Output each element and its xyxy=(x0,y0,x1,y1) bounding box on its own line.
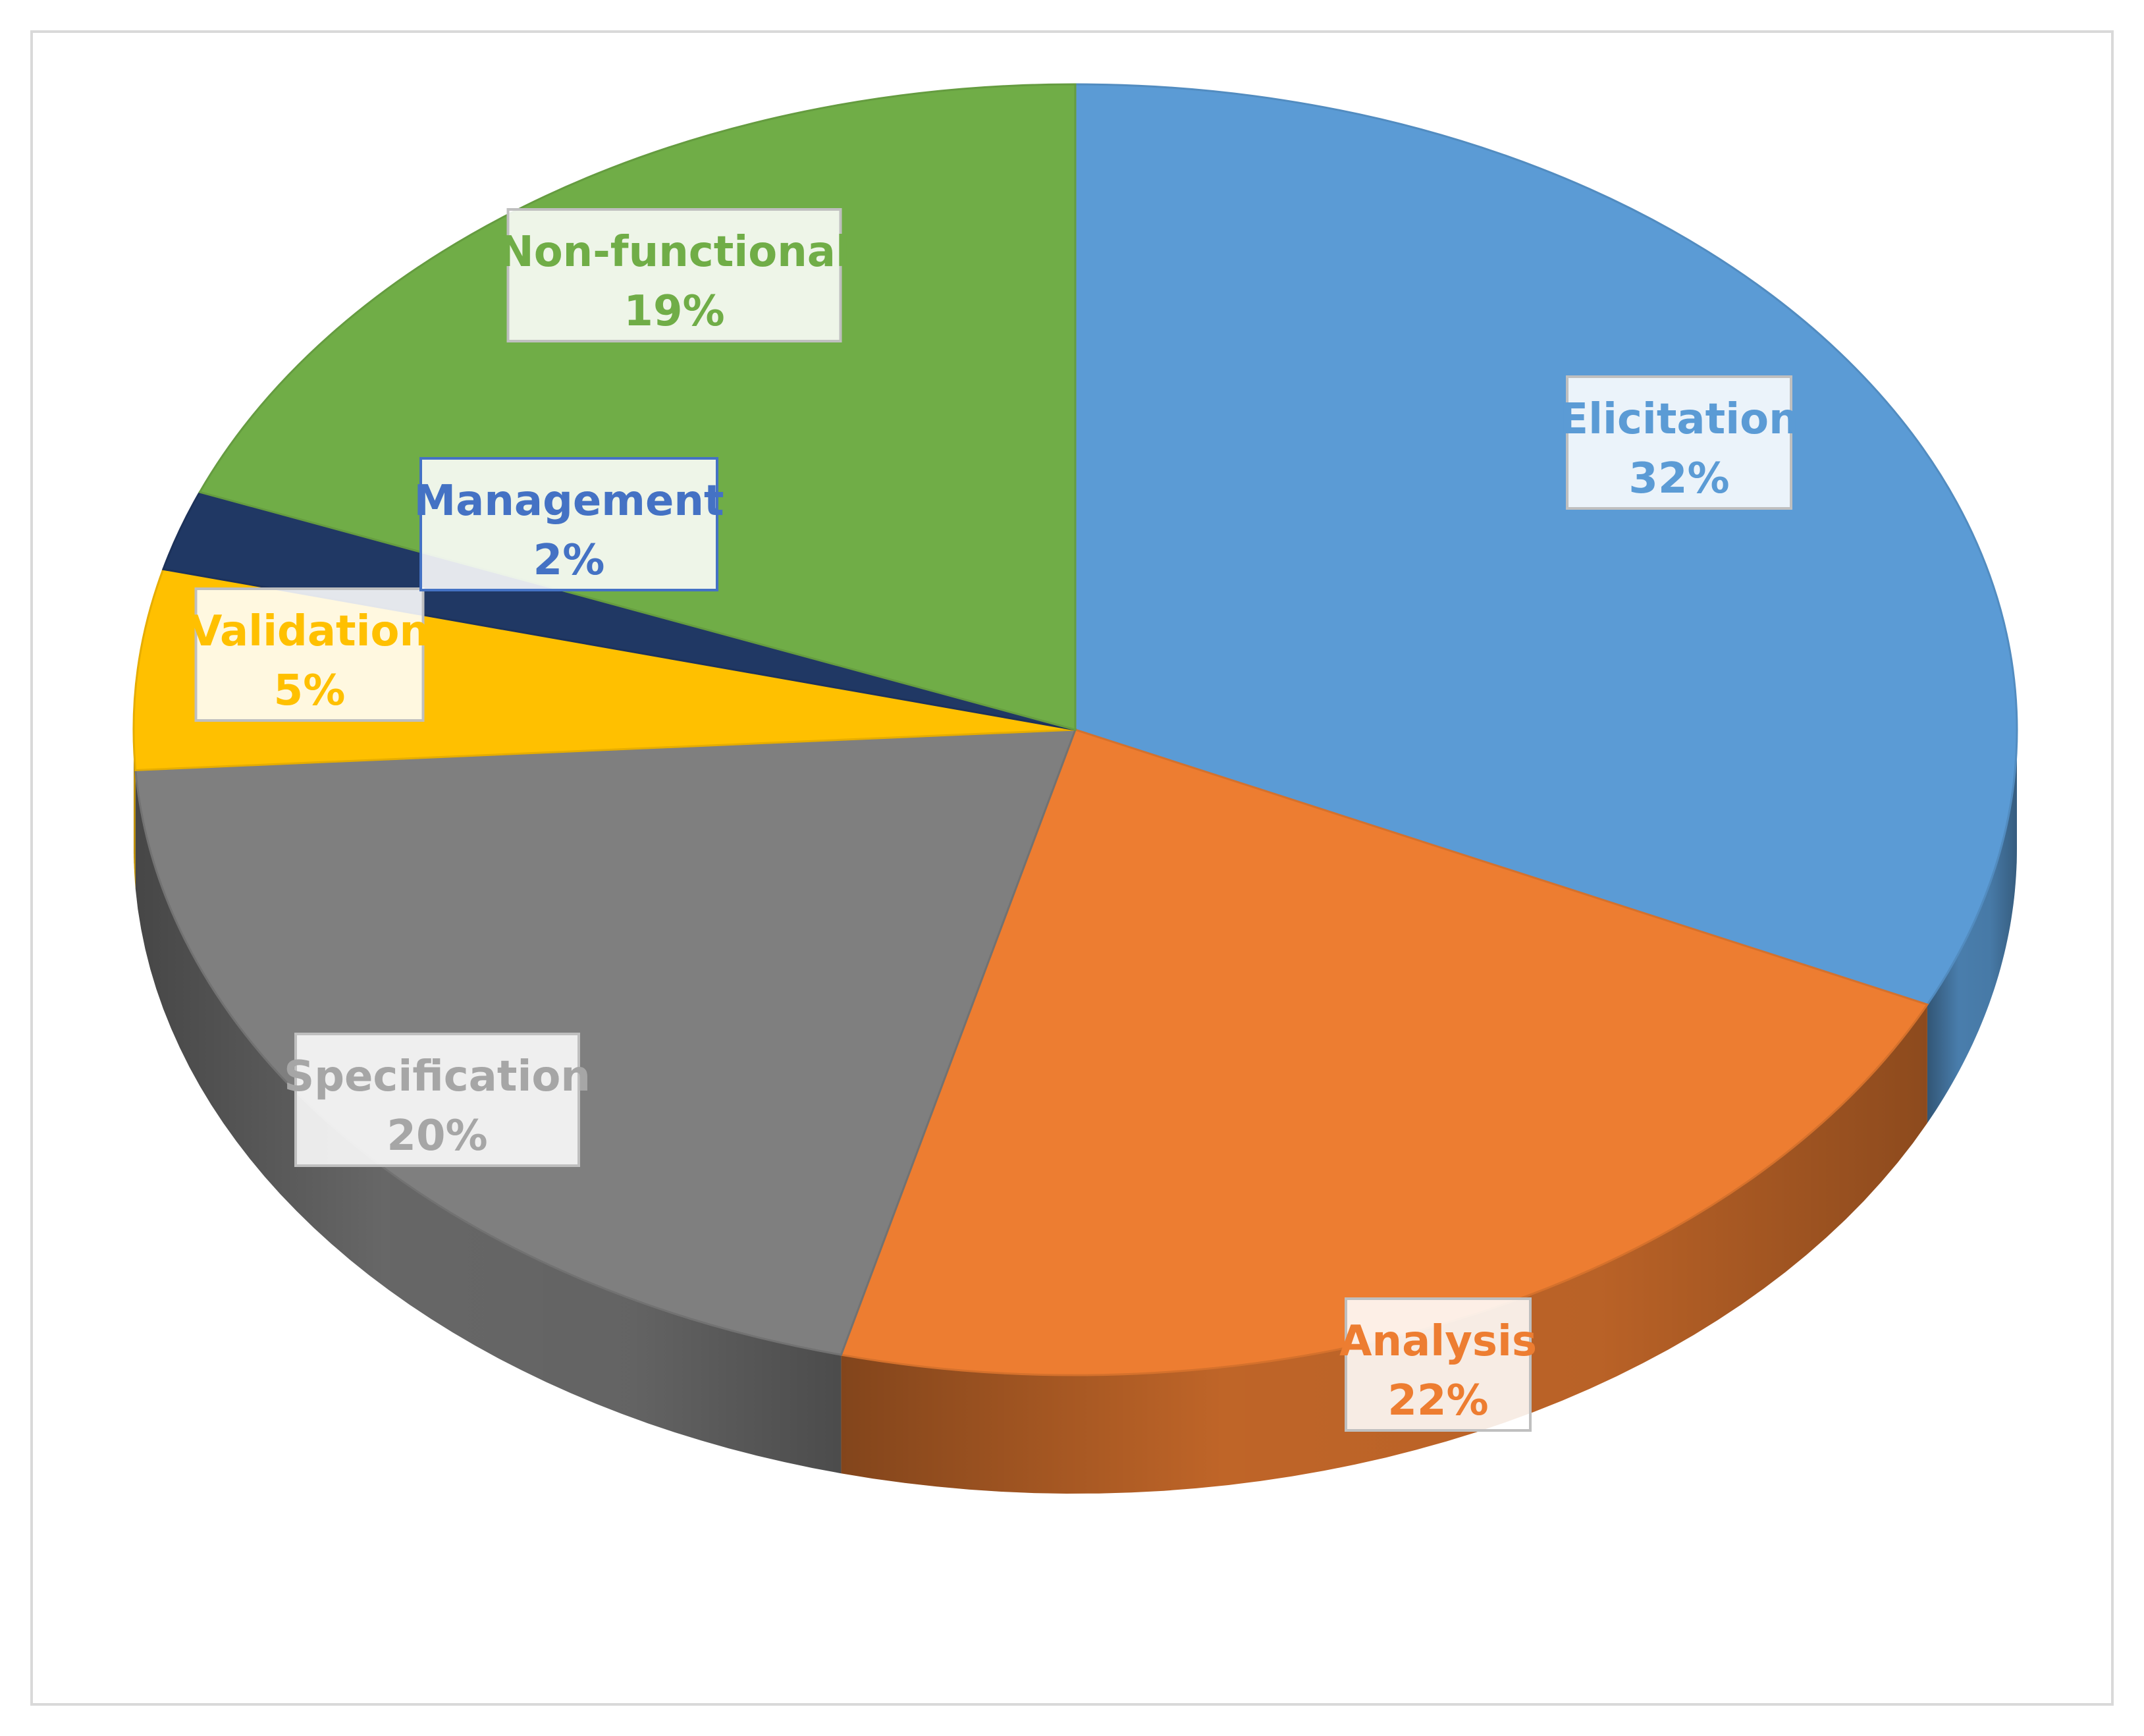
pie-slice-non-functional[interactable] xyxy=(198,83,1077,731)
data-label-box xyxy=(194,587,425,722)
data-label-category: Validation xyxy=(190,607,429,656)
data-label-analysis: Analysis 22% xyxy=(1339,1297,1537,1432)
data-label-percent: 19% xyxy=(624,287,724,336)
data-label-percent: 32% xyxy=(1628,454,1729,503)
data-label-validation: Validation 5% xyxy=(190,587,429,722)
data-label-percent: 20% xyxy=(387,1112,487,1160)
data-label-percent: 2% xyxy=(533,536,605,585)
pie-side-shade-specification xyxy=(135,770,842,1474)
data-label-percent: 5% xyxy=(274,666,346,715)
data-label-management: Management 2% xyxy=(414,457,724,591)
data-label-specification: Specification 20% xyxy=(284,1033,591,1167)
pie-labels: Elicitation 32% Analysis 22% Specification 20… xyxy=(190,208,1799,1432)
data-label-category: Elicitation xyxy=(1559,395,1798,444)
pie-slice-elicitation[interactable] xyxy=(1074,83,2018,1006)
pie-side-shade-elicitation xyxy=(1927,730,2017,1124)
data-label-category: Specification xyxy=(284,1052,591,1101)
data-label-box xyxy=(1345,1297,1532,1432)
data-label-category: Analysis xyxy=(1339,1317,1537,1366)
data-label-box xyxy=(506,208,842,342)
data-label-box xyxy=(419,457,718,591)
data-label-box xyxy=(1566,375,1792,510)
data-label-non-functional: Non-functional 19% xyxy=(498,208,850,342)
pie-slices xyxy=(132,83,2018,1376)
data-label-box xyxy=(294,1033,580,1167)
data-label-category: Management xyxy=(414,477,724,526)
data-label-elicitation: Elicitation 32% xyxy=(1559,375,1799,510)
data-label-percent: 22% xyxy=(1387,1376,1488,1425)
data-label-category: Non-functional xyxy=(498,228,850,277)
